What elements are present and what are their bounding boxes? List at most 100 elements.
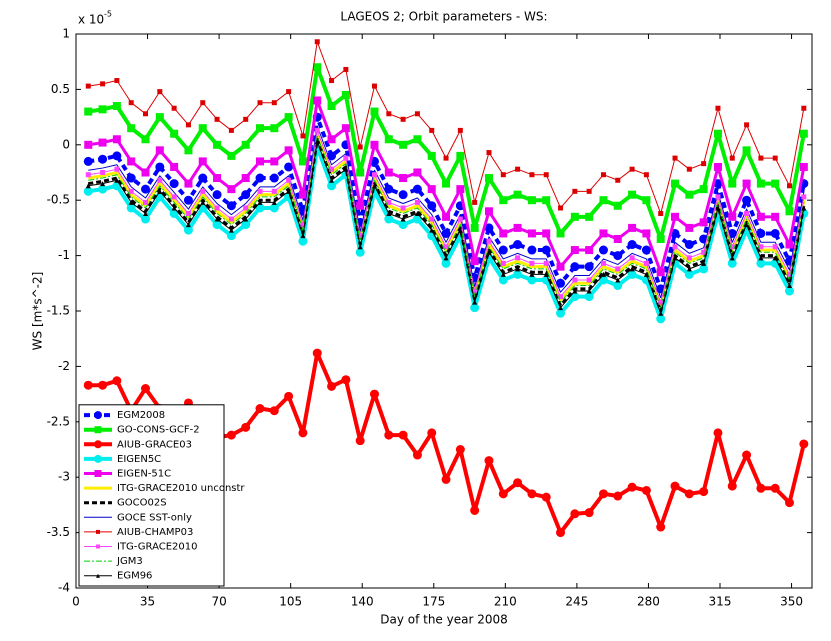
marker	[343, 155, 349, 161]
y-tick-label: -4	[58, 581, 70, 595]
marker	[94, 426, 102, 434]
marker	[284, 146, 293, 155]
marker	[226, 430, 236, 440]
marker	[572, 288, 578, 294]
marker	[241, 422, 251, 432]
chart-title: LAGEOS 2; Orbit parameters - WS:	[340, 10, 547, 24]
marker	[613, 201, 622, 210]
marker	[286, 188, 292, 194]
marker	[200, 100, 206, 106]
marker	[300, 133, 306, 139]
marker	[114, 78, 120, 84]
x-tick-label: 35	[140, 595, 155, 609]
marker	[243, 205, 249, 211]
marker	[329, 166, 335, 172]
marker	[542, 229, 551, 238]
marker	[412, 184, 422, 194]
marker	[170, 129, 179, 138]
marker	[241, 190, 251, 200]
y-exponent: -5	[104, 10, 112, 19]
marker	[327, 135, 336, 144]
marker	[371, 183, 377, 189]
marker	[570, 212, 579, 221]
marker	[269, 406, 279, 416]
marker	[398, 220, 408, 230]
marker	[98, 105, 107, 114]
marker	[785, 498, 795, 508]
marker	[456, 185, 465, 194]
marker	[499, 196, 508, 205]
marker	[141, 135, 150, 144]
marker	[100, 81, 106, 87]
marker	[701, 249, 707, 255]
marker	[756, 483, 766, 493]
marker	[529, 271, 535, 277]
marker	[427, 201, 437, 211]
marker	[369, 389, 379, 399]
marker	[727, 481, 737, 491]
legend-label: GOCO02S	[117, 498, 167, 509]
marker	[542, 196, 551, 205]
marker	[269, 203, 279, 213]
marker	[628, 223, 637, 232]
marker	[785, 286, 795, 296]
marker	[384, 135, 393, 144]
marker	[185, 122, 191, 128]
marker	[771, 179, 780, 188]
marker	[527, 196, 536, 205]
marker	[256, 124, 264, 133]
marker	[386, 210, 392, 216]
marker	[729, 155, 735, 161]
marker	[96, 573, 100, 578]
marker	[472, 288, 478, 294]
marker	[758, 255, 764, 261]
marker	[169, 179, 179, 189]
marker	[685, 190, 694, 199]
marker	[656, 234, 665, 243]
marker	[384, 184, 394, 194]
marker	[672, 244, 678, 250]
marker	[314, 138, 320, 144]
marker	[157, 188, 163, 194]
series-line	[88, 132, 806, 307]
marker	[128, 100, 134, 106]
marker	[457, 216, 463, 222]
marker	[515, 266, 521, 272]
marker	[772, 155, 778, 161]
marker	[269, 173, 279, 183]
marker	[584, 508, 594, 518]
marker	[384, 430, 394, 440]
marker	[529, 260, 535, 266]
marker	[94, 454, 102, 463]
marker	[642, 229, 651, 238]
legend-label: AIUB-CHAMP03	[117, 527, 193, 538]
marker	[171, 205, 177, 211]
marker	[398, 430, 408, 440]
marker	[699, 185, 708, 194]
marker	[641, 245, 651, 255]
marker	[615, 177, 621, 183]
marker	[329, 78, 335, 84]
marker	[787, 283, 793, 289]
x-tick-label: 315	[709, 595, 732, 609]
marker	[257, 100, 263, 106]
marker	[427, 428, 437, 438]
marker	[772, 244, 778, 250]
marker	[286, 177, 292, 183]
marker	[500, 260, 506, 266]
marker	[94, 440, 102, 449]
marker	[284, 162, 294, 172]
marker	[226, 201, 236, 211]
marker	[744, 222, 750, 228]
y-tick-label: -1.5	[47, 304, 70, 318]
marker	[713, 428, 723, 438]
marker	[787, 271, 793, 277]
marker	[599, 196, 608, 205]
marker	[143, 111, 149, 117]
marker	[94, 470, 102, 477]
marker	[198, 157, 207, 166]
marker	[455, 445, 465, 454]
marker	[284, 113, 293, 122]
marker	[96, 544, 100, 549]
marker	[486, 238, 492, 244]
